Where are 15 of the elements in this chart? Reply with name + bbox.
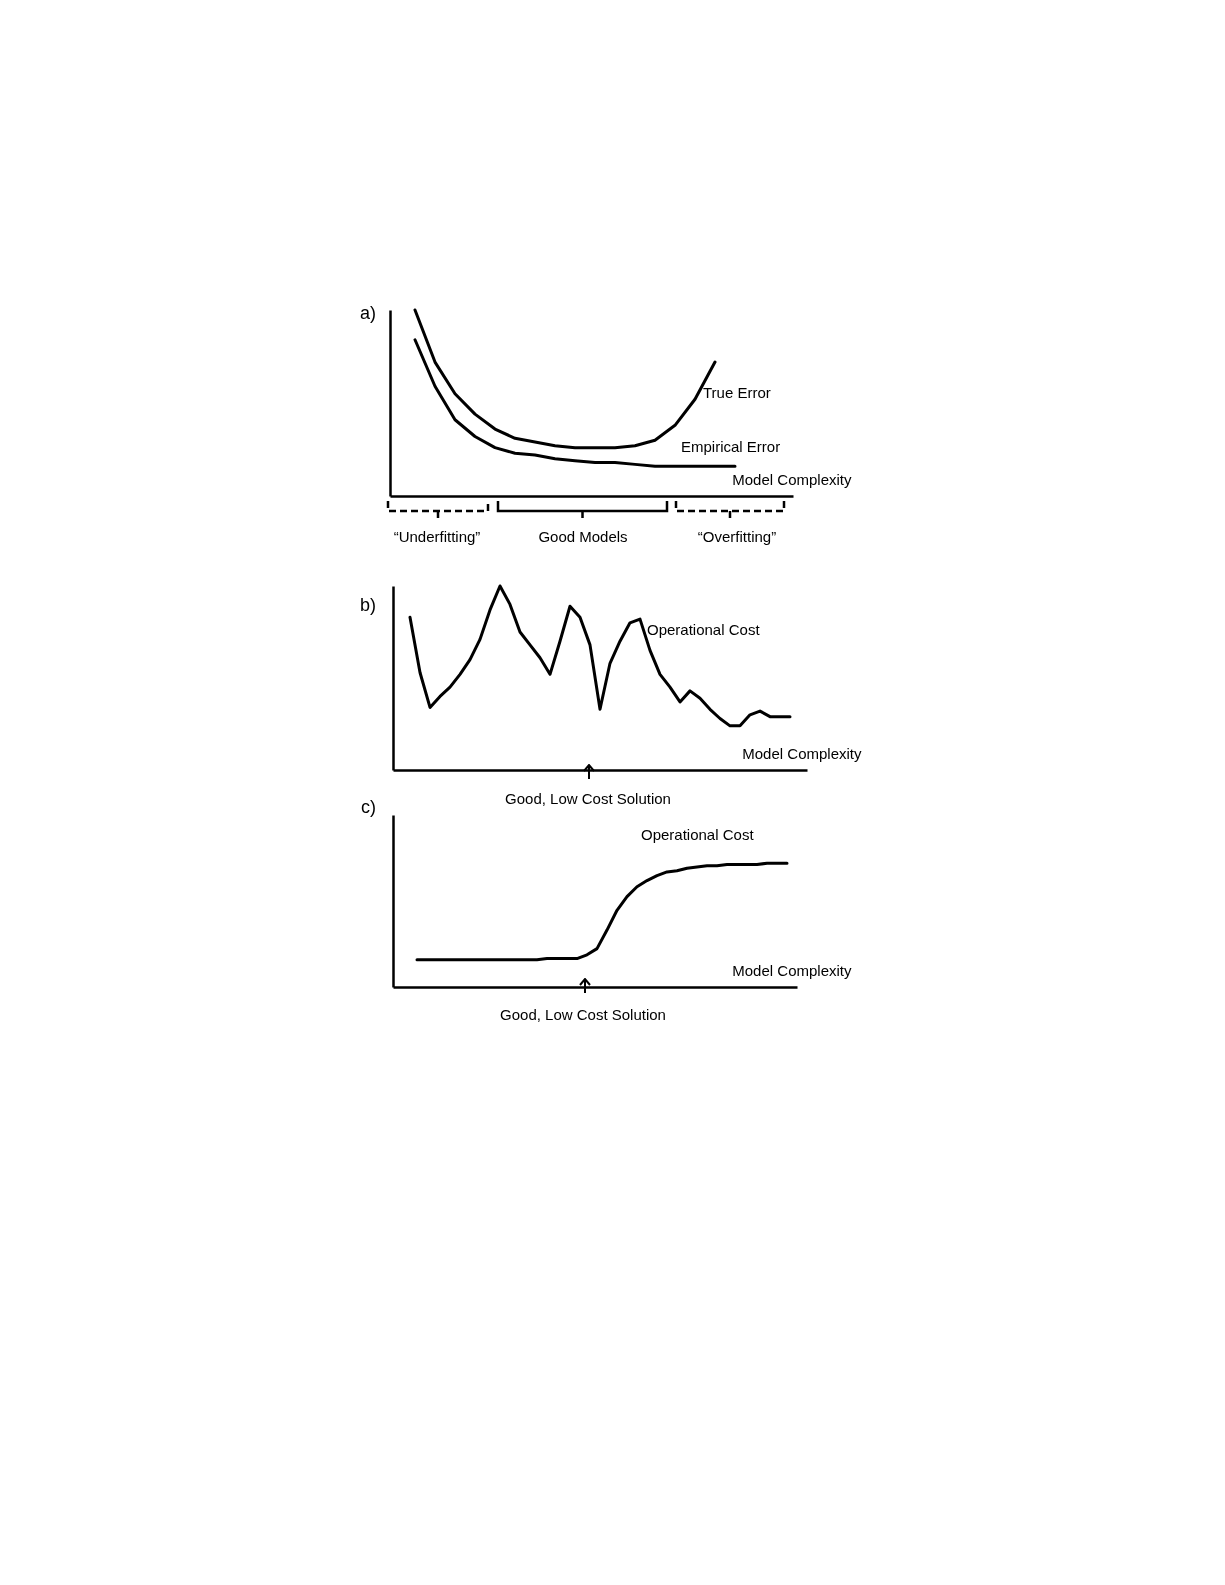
series-label: Operational Cost xyxy=(641,826,755,843)
chart-title: c) xyxy=(361,797,376,817)
text: Good Models xyxy=(538,528,628,545)
series-label: True Error xyxy=(703,384,771,401)
text: Good, Low Cost Solution xyxy=(500,1006,666,1023)
chart-title: a) xyxy=(360,303,377,323)
series-label: Operational Cost xyxy=(647,621,761,638)
text: Good, Low Cost Solution xyxy=(505,790,671,807)
text: “Underfitting” xyxy=(393,528,481,545)
x-axis-title: Model Complexity xyxy=(732,470,852,488)
text: b) xyxy=(360,595,377,615)
series-label: Empirical Error xyxy=(681,438,781,455)
x-axis-title: Model Complexity xyxy=(732,961,852,979)
x-axis-title: Model Complexity xyxy=(742,744,862,762)
text: “Overfitting” xyxy=(697,528,777,545)
